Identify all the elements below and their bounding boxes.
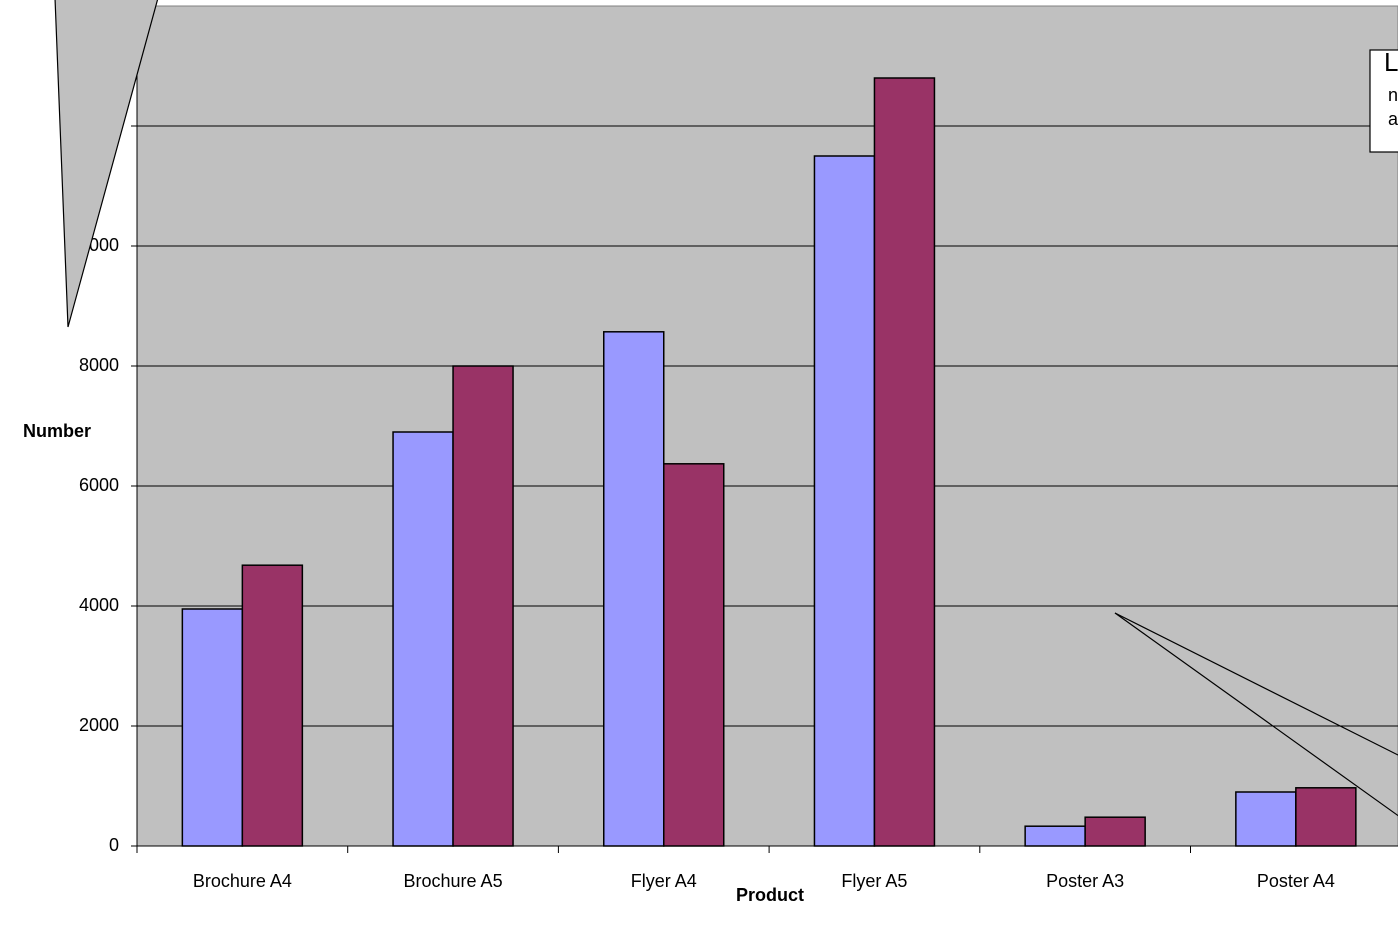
bar	[181, 608, 244, 847]
annotation-box	[1369, 49, 1398, 153]
bar	[452, 365, 514, 847]
bar	[813, 155, 876, 847]
x-tick-label: Poster A4	[1257, 871, 1335, 891]
bar	[1235, 791, 1297, 847]
bar	[873, 77, 936, 847]
bar	[1084, 816, 1146, 847]
x-tick-label: Flyer A5	[841, 871, 907, 891]
y-axis-title: Number	[23, 421, 91, 441]
y-tick-label: 0	[109, 835, 119, 855]
y-tick-label: 8000	[79, 355, 119, 375]
x-axis-title: Product	[736, 885, 804, 905]
plot-area	[136, 5, 1398, 847]
callout-tail	[54, 0, 159, 328]
labels: 020004000600080001000012000Brochure A4Br…	[69, 115, 1335, 891]
y-tick-label: 6000	[79, 475, 119, 495]
x-tick-label: Brochure A4	[193, 871, 292, 891]
annotation-text: L	[1384, 47, 1398, 77]
x-tick-label: Flyer A4	[631, 871, 697, 891]
bar	[241, 564, 304, 847]
x-tick-label: Brochure A5	[404, 871, 503, 891]
bar	[1024, 825, 1086, 847]
y-tick-label: 4000	[79, 595, 119, 615]
bars	[181, 77, 1357, 847]
callout-line	[1114, 612, 1398, 817]
x-tick-label: Poster A3	[1046, 871, 1124, 891]
bar	[392, 431, 454, 847]
bar	[663, 463, 725, 847]
annotation-text: n	[1388, 85, 1398, 105]
y-tick-label: 2000	[79, 715, 119, 735]
callout-line	[1114, 612, 1398, 756]
bar	[1295, 787, 1357, 847]
annotation-text: a	[1388, 109, 1398, 129]
bar	[603, 331, 665, 847]
